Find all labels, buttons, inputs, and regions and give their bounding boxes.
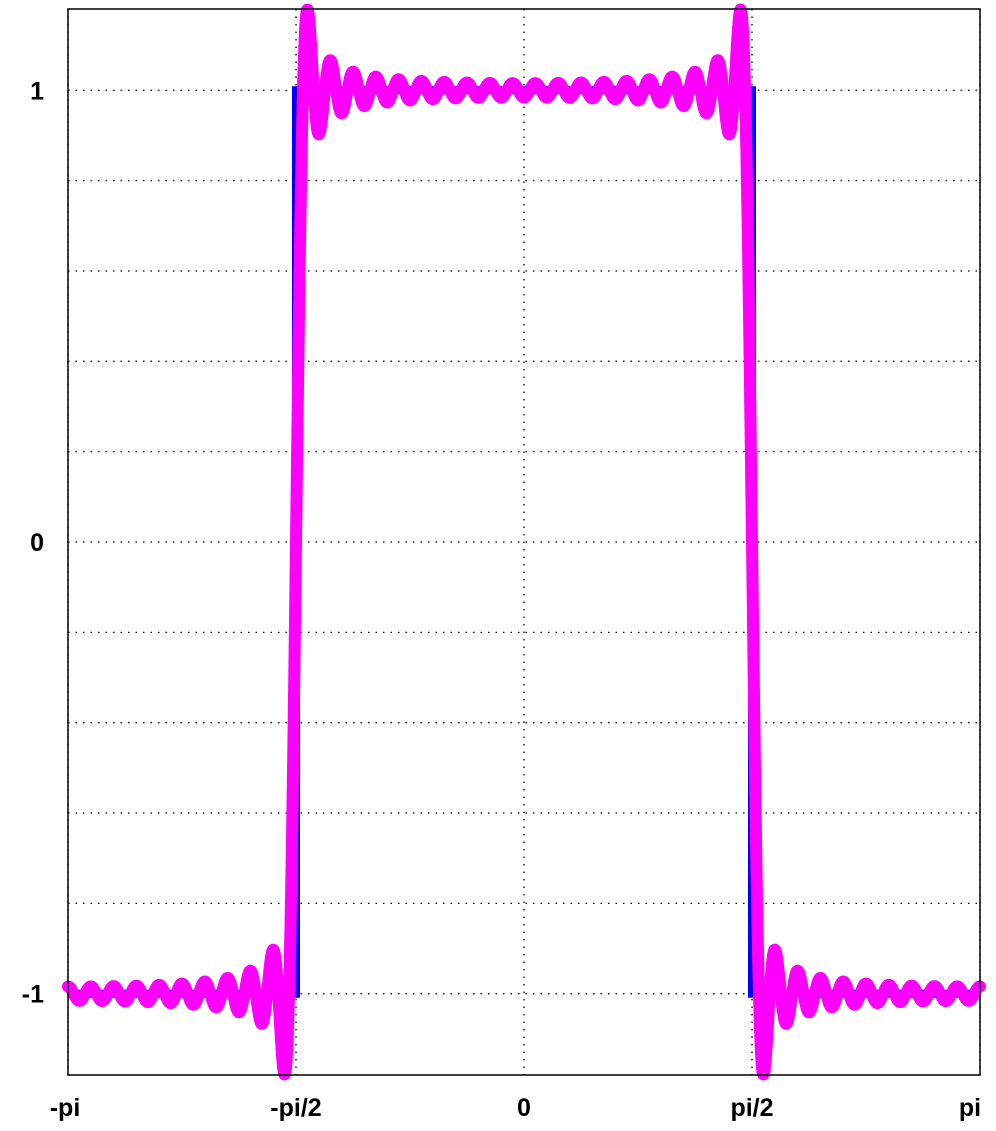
x-tick-label-0: -pi: [50, 1094, 81, 1122]
plot-frame: [67, 8, 981, 1076]
y-tick-label-0: -1: [22, 981, 44, 1009]
x-tick-label-4: pi: [959, 1094, 981, 1122]
y-tick-label-10: 1: [30, 77, 44, 105]
x-tick-label-2: 0: [517, 1094, 531, 1122]
x-tick-label-3: pi/2: [730, 1094, 773, 1122]
series-layer: [62, 3, 986, 1081]
y-tick-label-5: 0: [30, 529, 44, 557]
series-fourier-approximation: [62, 3, 986, 1081]
tick-labels: -pi -pi/2 0 pi/2 pi -1 0 1: [22, 77, 981, 1122]
x-tick-label-1: -pi/2: [270, 1094, 321, 1122]
